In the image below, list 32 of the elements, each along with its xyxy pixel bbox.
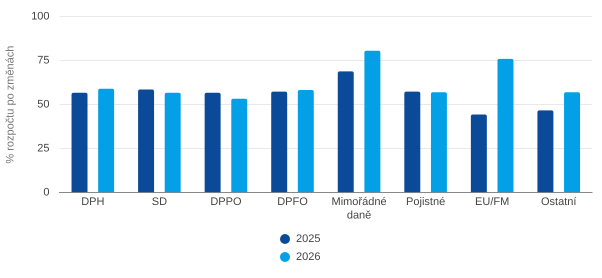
x-tick-label: DPPO bbox=[210, 196, 242, 208]
x-tick-label: Pojistné bbox=[406, 196, 446, 208]
bar bbox=[271, 92, 288, 192]
x-tick-label: EU/FM bbox=[475, 196, 510, 208]
bar bbox=[470, 114, 487, 192]
y-tick-label: 0 bbox=[43, 186, 50, 199]
y-tick-label: 100 bbox=[31, 10, 50, 23]
x-tick-label: Ostatní bbox=[540, 196, 578, 208]
y-tick-label: 50 bbox=[37, 98, 50, 111]
x-tick-label: DPFO bbox=[277, 196, 308, 208]
x-tick-label: Mimořádné daně bbox=[332, 196, 387, 222]
legend-label: 2025 bbox=[296, 233, 320, 245]
bar bbox=[204, 92, 221, 192]
bar bbox=[497, 58, 514, 192]
bar bbox=[564, 92, 580, 192]
legend-label: 2026 bbox=[296, 251, 320, 263]
x-tick-label: SD bbox=[152, 196, 168, 208]
bar bbox=[98, 88, 114, 192]
bar bbox=[364, 50, 380, 192]
bar bbox=[164, 92, 181, 192]
bar bbox=[72, 92, 88, 192]
bar bbox=[430, 92, 447, 192]
bar bbox=[231, 98, 248, 192]
bar bbox=[404, 92, 420, 192]
y-axis-title: % rozpočtu po změnách bbox=[4, 46, 17, 164]
bar bbox=[338, 71, 354, 192]
y-tick-label: 75 bbox=[37, 54, 50, 67]
bar bbox=[138, 89, 154, 192]
y-tick-label: 25 bbox=[37, 142, 50, 155]
bar bbox=[537, 110, 554, 192]
x-tick-label: DPH bbox=[81, 196, 104, 208]
bar bbox=[298, 90, 314, 192]
